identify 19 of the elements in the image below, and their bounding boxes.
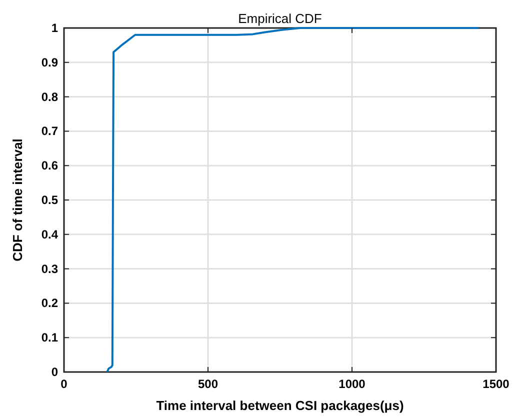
y-tick-label: 0.5 <box>41 193 58 207</box>
chart-title: Empirical CDF <box>238 11 322 26</box>
y-tick-label: 0.4 <box>41 227 58 242</box>
y-tick-label: 0.3 <box>41 262 58 276</box>
x-tick-label: 0 <box>60 377 68 391</box>
y-tick-label: 0.1 <box>41 330 58 345</box>
y-tick-label: 0.7 <box>41 124 58 138</box>
x-tick-label: 1500 <box>482 377 510 391</box>
x-axis-title: Time interval between CSI packages(μs) <box>156 398 404 413</box>
x-tick-label: 500 <box>198 377 218 391</box>
line-series <box>106 27 480 373</box>
y-axis-title: CDF of time interval <box>10 138 25 262</box>
y-tick-label: 1 <box>51 21 58 35</box>
y-tick-label: 0.9 <box>41 55 58 70</box>
y-tick-label: 0.2 <box>41 296 58 310</box>
y-tick-label: 0.6 <box>41 158 58 173</box>
y-tick-label: 0.8 <box>41 90 58 104</box>
x-tick-label: 1000 <box>338 377 366 391</box>
y-tick-label: 0 <box>51 365 58 379</box>
